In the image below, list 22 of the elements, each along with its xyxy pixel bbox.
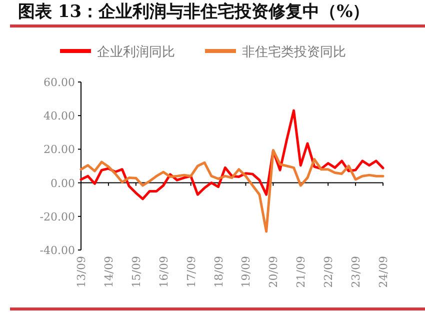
y-tick-label: -40.00 [40,244,75,257]
x-tick-label: 20/09 [267,256,280,288]
x-tick-label: 18/09 [212,256,226,288]
line-series [80,148,384,233]
y-tick-label: 0.00 [50,176,75,190]
x-tick-label: 15/09 [130,256,143,288]
x-tick-label: 23/09 [350,256,363,288]
x-tick-label: 22/09 [322,256,336,288]
y-tick-label: 20.00 [44,143,75,156]
legend-label: 企业利润同比 [97,45,175,60]
x-tick-label: 17/09 [184,256,198,288]
chart-title: 图表 13：企业利润与非住宅投资修复中（%） [18,2,370,22]
x-tick-label: 19/09 [240,256,253,288]
x-tick-label: 14/09 [102,256,116,288]
y-tick-label: -20.00 [40,210,75,224]
y-tick-label: 60.00 [44,76,75,89]
x-tick-label: 13/09 [75,256,88,288]
x-tick-label: 16/09 [157,256,170,288]
legend-label: 非住宅类投资同比 [242,44,346,60]
x-tick-label: 24/09 [377,256,390,288]
x-tick-label: 21/09 [294,256,308,288]
y-tick-label: 40.00 [44,110,75,123]
